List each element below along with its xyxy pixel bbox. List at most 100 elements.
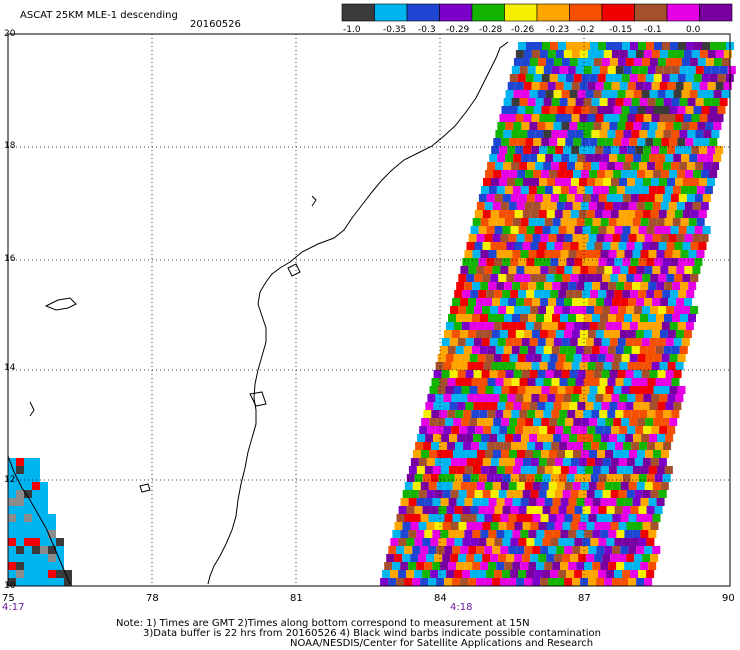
swath-cell xyxy=(512,250,521,258)
swath-cell xyxy=(479,378,488,386)
swath-cell xyxy=(467,362,476,370)
swath-cell xyxy=(669,170,678,178)
swath-cell xyxy=(531,178,539,186)
swath-cell xyxy=(655,130,664,138)
swath-cell xyxy=(587,394,596,402)
land-cell xyxy=(24,466,32,474)
swath-cell xyxy=(699,146,708,154)
swath-cell xyxy=(504,498,513,506)
swath-cell xyxy=(715,146,724,154)
swath-cell xyxy=(536,186,545,194)
swath-cell xyxy=(447,442,456,450)
swath-cell xyxy=(523,362,532,370)
swath-cell xyxy=(657,338,666,346)
land-cell xyxy=(32,554,40,562)
land-cell xyxy=(24,514,32,522)
swath-cell xyxy=(555,50,564,58)
swath-cell xyxy=(681,58,690,66)
swath-cell xyxy=(577,402,586,410)
swath-cell xyxy=(639,130,648,138)
swath-cell xyxy=(548,578,557,586)
swath-cell xyxy=(653,74,662,82)
swath-cell xyxy=(585,434,594,442)
swath-cell xyxy=(571,426,580,434)
swath-cell xyxy=(558,290,567,298)
swath-cell xyxy=(635,146,644,154)
land-cell xyxy=(32,458,40,466)
swath-cell xyxy=(667,178,675,186)
swath-cell xyxy=(501,386,510,394)
swath-cell xyxy=(487,410,496,418)
swath-cell xyxy=(566,226,575,234)
swath-cell xyxy=(692,234,701,242)
swath-cell xyxy=(629,450,637,458)
swath-cell xyxy=(421,450,429,458)
swath-cell xyxy=(523,394,532,402)
swath-cell xyxy=(463,442,472,450)
legend-label: -1.0 xyxy=(343,25,361,35)
swath-cell xyxy=(514,274,523,282)
swath-cell xyxy=(674,242,683,250)
swath-cell xyxy=(470,474,479,482)
swath-cell xyxy=(607,98,616,106)
swath-cell xyxy=(564,266,573,274)
swath-cell xyxy=(529,434,538,442)
swath-cell xyxy=(575,378,584,386)
swath-cell xyxy=(538,458,547,466)
swath-cell xyxy=(449,402,458,410)
swath-cell xyxy=(560,218,569,226)
swath-cell xyxy=(548,482,557,490)
swath-cell xyxy=(515,82,524,90)
swath-cell xyxy=(595,82,604,90)
swath-cell xyxy=(480,250,489,258)
swath-cell xyxy=(551,442,560,450)
swath-cell xyxy=(644,482,653,490)
swath-cell xyxy=(624,466,633,474)
swath-cell xyxy=(710,42,718,50)
swath-cell xyxy=(552,218,561,226)
swath-cell xyxy=(622,226,631,234)
swath-cell xyxy=(440,466,449,474)
swath-cell xyxy=(613,386,622,394)
swath-cell xyxy=(475,394,484,402)
swath-cell xyxy=(543,378,552,386)
swath-cell xyxy=(469,354,478,362)
swath-cell xyxy=(570,306,579,314)
swath-cell xyxy=(577,434,586,442)
swath-cell xyxy=(596,482,605,490)
swath-cell xyxy=(614,226,623,234)
swath-cell xyxy=(531,146,540,154)
swath-cell xyxy=(496,186,505,194)
swath-cell xyxy=(532,514,541,522)
swath-cell xyxy=(695,98,704,106)
swath-cell xyxy=(648,530,657,538)
land-cell xyxy=(8,530,16,538)
swath-cell xyxy=(572,482,581,490)
swath-cell xyxy=(623,66,632,74)
swath-cell xyxy=(684,234,693,242)
swath-cell xyxy=(615,410,624,418)
swath-cell xyxy=(583,66,592,74)
swath-cell xyxy=(500,514,509,522)
swath-cell xyxy=(659,178,667,186)
swath-cell xyxy=(636,298,645,306)
swath-cell xyxy=(535,130,544,138)
swath-cell xyxy=(432,530,441,538)
swath-cell xyxy=(476,578,485,586)
swath-cell xyxy=(512,186,521,194)
swath-cell xyxy=(587,50,596,58)
swath-cell xyxy=(640,218,649,226)
swath-cell xyxy=(515,394,524,402)
swath-cell xyxy=(514,554,523,562)
swath-cell xyxy=(648,218,657,226)
swath-cell xyxy=(508,482,517,490)
swath-cell xyxy=(601,58,610,66)
swath-cell xyxy=(538,242,547,250)
swath-cell xyxy=(562,490,571,498)
swath-cell xyxy=(590,474,599,482)
swath-cell xyxy=(434,554,443,562)
swath-cell xyxy=(468,482,477,490)
swath-cell xyxy=(630,570,639,578)
swath-cell xyxy=(510,570,519,578)
swath-cell xyxy=(677,138,686,146)
